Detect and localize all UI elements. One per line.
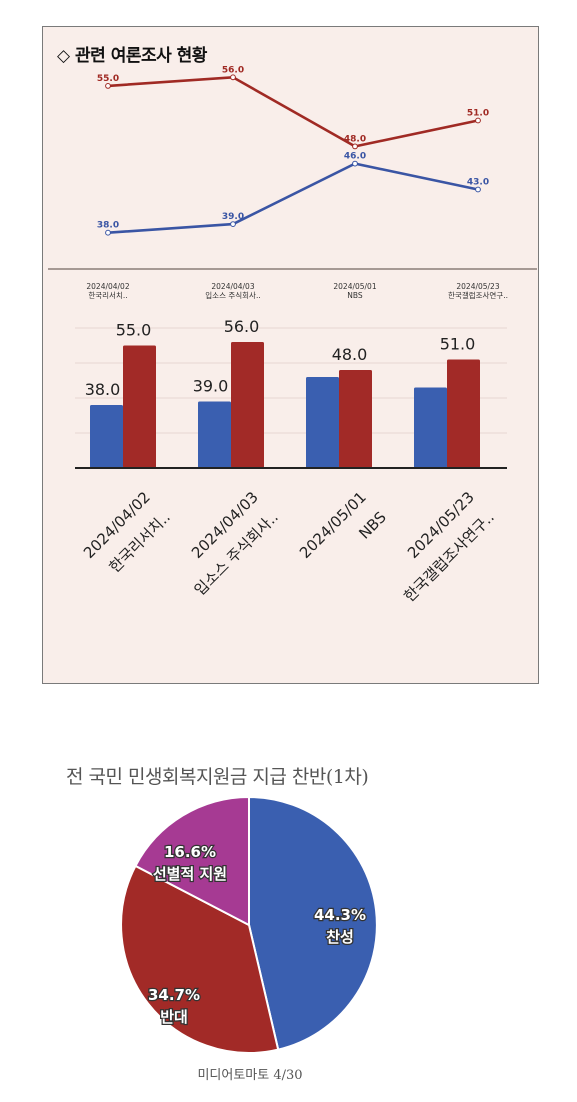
line-point <box>475 117 481 124</box>
line-tick-label: 입소스 주식회사.. <box>205 291 260 300</box>
line-data-label: 38.0 <box>97 221 119 231</box>
bar <box>231 342 264 468</box>
bar <box>447 359 480 468</box>
line-tick-label: 2024/05/23 <box>456 282 499 291</box>
bar-data-label: 51.0 <box>440 335 476 354</box>
line-data-label: 51.0 <box>467 109 489 119</box>
line-tick-label: 2024/04/02 <box>86 282 129 291</box>
bar <box>198 401 231 468</box>
line-data-label: 43.0 <box>467 178 489 188</box>
bar-tick-label: 2024/05/01 <box>296 488 370 562</box>
pie-title: 전 국민 민생회복지원금 지급 찬반(1차) <box>66 766 369 788</box>
pie-slice-percent: 16.6% <box>164 843 216 861</box>
line-tick-label: 2024/05/01 <box>333 282 376 291</box>
line-data-label: 55.0 <box>97 74 119 84</box>
line-point <box>230 221 236 228</box>
line-data-label: 56.0 <box>222 65 244 75</box>
line-data-label: 39.0 <box>222 212 244 222</box>
pie-slice-label: 찬성 <box>326 928 354 946</box>
pie-slice-label: 반대 <box>160 1008 188 1026</box>
line-tick-label: 2024/04/03 <box>211 282 254 291</box>
line-point <box>230 74 236 81</box>
pie-slice-percent: 34.7% <box>148 986 200 1004</box>
bar <box>414 387 447 468</box>
line-series-0 <box>107 162 479 234</box>
bar-data-label: 56.0 <box>224 317 260 336</box>
pie-slice <box>134 795 250 927</box>
pie-slice-percent: 44.3% <box>314 906 366 924</box>
bar-tick-label: NBS <box>355 508 389 542</box>
line-point <box>105 83 111 89</box>
pie-source: 미디어토마토 4/30 <box>197 1068 303 1083</box>
bar <box>339 370 372 468</box>
line-point <box>475 186 481 193</box>
bar <box>123 345 156 468</box>
line-data-label: 48.0 <box>344 134 366 144</box>
line-tick-label: 한국리서치.. <box>88 291 127 300</box>
bar-data-label: 39.0 <box>193 377 229 396</box>
pie-slice <box>120 864 280 1054</box>
bar-data-label: 48.0 <box>332 345 368 364</box>
bar <box>306 377 339 468</box>
line-tick-label: NBS <box>347 291 363 300</box>
line-tick-label: 한국갤럽조사연구.. <box>448 291 508 300</box>
line-point <box>352 143 358 150</box>
bar-data-label: 38.0 <box>85 380 121 399</box>
pie-slice-label: 선별적 지원 <box>153 865 227 883</box>
line-series-1 <box>107 75 479 148</box>
bar-data-label: 55.0 <box>116 321 152 340</box>
line-data-label: 46.0 <box>344 152 366 162</box>
pie-slice <box>248 795 378 1051</box>
panel-title: ◇ 관련 여론조사 현황 <box>57 46 207 66</box>
line-point <box>352 160 358 167</box>
bar <box>90 405 123 468</box>
line-point <box>105 229 111 236</box>
